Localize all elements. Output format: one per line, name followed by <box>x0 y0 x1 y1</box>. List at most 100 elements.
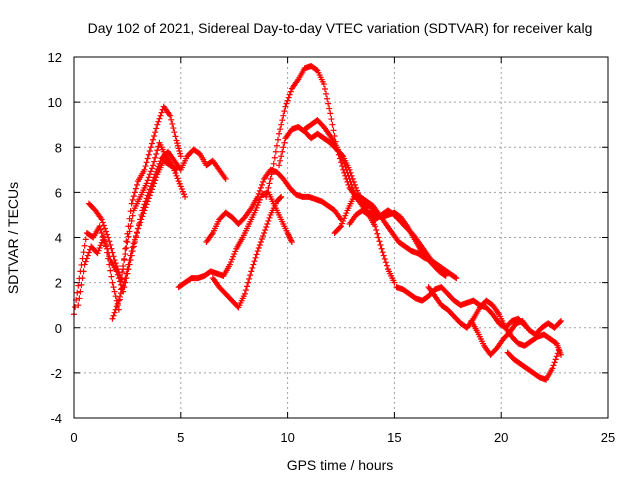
data-point <box>143 201 150 208</box>
grid <box>74 57 608 418</box>
series-track-12 <box>346 207 398 286</box>
data-point <box>247 272 254 279</box>
data-point <box>179 188 186 195</box>
data-point <box>116 272 123 279</box>
data-point <box>150 162 157 169</box>
data-point <box>256 187 263 194</box>
data-point <box>110 312 117 319</box>
data-point <box>342 163 349 170</box>
data-point <box>177 183 184 190</box>
data-point <box>125 233 132 240</box>
data-point <box>231 251 238 258</box>
data-point <box>148 165 155 172</box>
data-point <box>349 184 356 191</box>
data-point <box>98 229 105 236</box>
data-point <box>119 286 126 293</box>
data-point <box>276 162 283 169</box>
data-point <box>326 105 333 112</box>
data-point <box>343 210 350 217</box>
data-point <box>98 216 105 223</box>
data-point <box>128 217 135 224</box>
data-point <box>113 303 120 310</box>
data-point <box>260 232 267 239</box>
x-tick-label: 0 <box>70 430 77 445</box>
data-point <box>549 365 556 372</box>
data-point <box>148 140 155 147</box>
data-marks <box>71 63 565 383</box>
data-point <box>272 148 279 155</box>
data-point <box>341 215 348 222</box>
data-point <box>129 212 136 219</box>
data-point <box>263 223 270 230</box>
data-point <box>441 272 448 279</box>
y-tick-label: 6 <box>55 185 62 200</box>
data-point <box>154 147 161 154</box>
data-point <box>84 252 91 259</box>
data-point <box>158 109 165 116</box>
data-point <box>115 297 122 304</box>
data-point <box>279 117 286 124</box>
data-point <box>146 148 153 155</box>
data-point <box>274 136 281 143</box>
data-point <box>99 219 106 226</box>
data-point <box>132 185 139 192</box>
data-point <box>347 178 354 185</box>
data-point <box>80 249 87 256</box>
data-point <box>348 181 355 188</box>
data-point <box>278 121 285 128</box>
data-point <box>127 223 134 230</box>
data-point <box>177 153 184 160</box>
data-point <box>147 168 154 175</box>
data-point <box>95 247 102 254</box>
data-point <box>377 242 384 249</box>
data-point <box>176 148 183 155</box>
data-point <box>280 144 287 151</box>
series-track-14 <box>425 284 565 358</box>
data-point <box>248 268 255 275</box>
data-point <box>329 121 336 128</box>
data-point <box>346 175 353 182</box>
data-point <box>287 88 294 95</box>
data-point <box>75 282 82 289</box>
data-point <box>134 181 141 188</box>
data-point <box>550 362 557 369</box>
data-point <box>277 157 284 164</box>
data-point <box>172 166 179 173</box>
data-point <box>269 166 276 173</box>
data-point <box>336 224 343 231</box>
data-point <box>107 267 114 274</box>
data-point <box>148 186 155 193</box>
data-point <box>261 229 268 236</box>
data-point <box>271 154 278 161</box>
data-point <box>376 238 383 245</box>
data-point <box>244 283 251 290</box>
data-point <box>152 129 159 136</box>
data-point <box>74 289 81 296</box>
data-point <box>284 97 291 104</box>
data-point <box>345 172 352 179</box>
data-point <box>140 210 147 217</box>
data-point <box>152 154 159 161</box>
x-tick-label: 5 <box>177 430 184 445</box>
data-point <box>150 136 157 143</box>
data-point <box>383 262 390 269</box>
data-point <box>321 85 328 92</box>
series-track-11 <box>331 193 460 282</box>
data-point <box>167 112 174 119</box>
x-tick-label: 10 <box>280 430 294 445</box>
data-point <box>338 223 344 230</box>
data-point <box>120 263 127 270</box>
data-point <box>552 356 559 363</box>
data-point <box>245 279 252 286</box>
data-point <box>285 94 292 101</box>
data-point <box>100 222 107 229</box>
data-point <box>82 258 89 265</box>
data-point <box>128 200 135 207</box>
data-point <box>131 189 138 196</box>
data-point <box>174 175 181 182</box>
data-point <box>108 273 115 280</box>
data-point <box>122 245 129 252</box>
data-point <box>453 275 460 282</box>
data-point <box>157 112 164 119</box>
data-point <box>340 157 347 164</box>
